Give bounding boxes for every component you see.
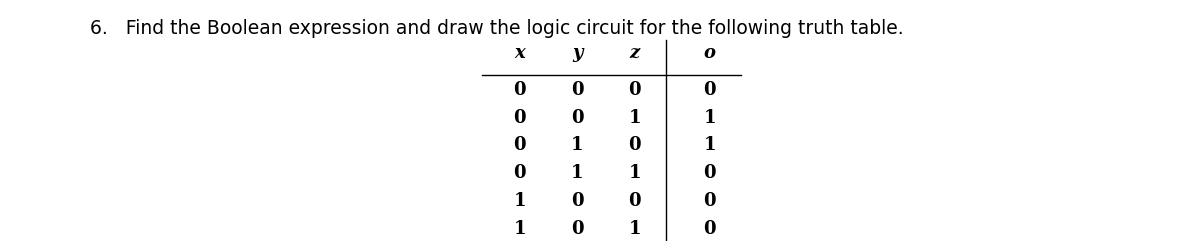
Text: 0: 0 — [571, 81, 583, 99]
Text: 1: 1 — [571, 164, 583, 182]
Text: 1: 1 — [629, 164, 641, 182]
Text: o: o — [703, 44, 715, 62]
Text: 0: 0 — [703, 164, 716, 182]
Text: 0: 0 — [629, 136, 641, 154]
Text: z: z — [630, 44, 640, 62]
Text: 1: 1 — [629, 220, 641, 238]
Text: 0: 0 — [571, 220, 583, 238]
Text: 0: 0 — [514, 164, 526, 182]
Text: 0: 0 — [703, 81, 716, 99]
Text: 0: 0 — [629, 81, 641, 99]
Text: 1: 1 — [514, 220, 526, 238]
Text: 1: 1 — [703, 136, 716, 154]
Text: x: x — [515, 44, 524, 62]
Text: y: y — [572, 44, 582, 62]
Text: 0: 0 — [514, 81, 526, 99]
Text: 1: 1 — [703, 109, 716, 127]
Text: 0: 0 — [514, 136, 526, 154]
Text: 1: 1 — [514, 192, 526, 210]
Text: 0: 0 — [571, 192, 583, 210]
Text: 1: 1 — [629, 109, 641, 127]
Text: 0: 0 — [629, 192, 641, 210]
Text: 0: 0 — [703, 220, 716, 238]
Text: 1: 1 — [571, 136, 583, 154]
Text: 0: 0 — [571, 109, 583, 127]
Text: 0: 0 — [514, 109, 526, 127]
Text: 0: 0 — [703, 192, 716, 210]
Text: 6.   Find the Boolean expression and draw the logic circuit for the following tr: 6. Find the Boolean expression and draw … — [90, 19, 904, 38]
